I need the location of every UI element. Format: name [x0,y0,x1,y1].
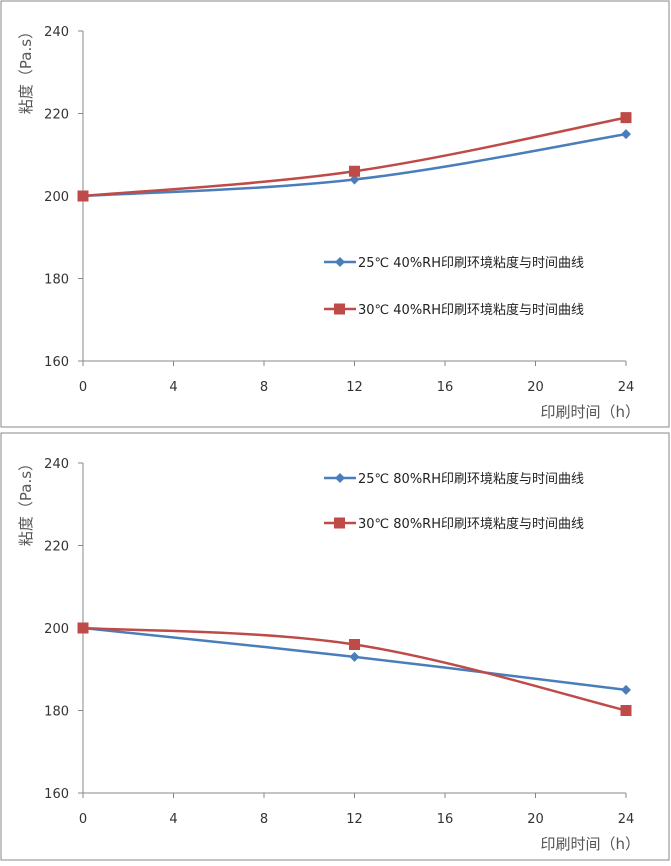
chart-frame [0,0,670,428]
x-tick-label: 24 [618,812,635,827]
y-tick-label: 160 [44,355,69,370]
data-point-square [349,639,360,650]
legend-marker-square [334,517,345,529]
data-point-diamond [349,651,360,662]
x-tick-label: 8 [260,812,268,827]
legend-label: 25℃ 80%RH印刷环境粘度与时间曲线 [358,471,584,487]
data-point-square [77,190,89,202]
y-tick-label: 240 [44,457,69,472]
x-tick-label: 16 [437,812,454,827]
data-point-square [77,622,89,634]
legend-label: 25℃ 40%RH印刷环境粘度与时间曲线 [358,255,584,271]
x-tick-label: 16 [437,380,454,395]
x-axis-label: 印刷时间（h） [540,835,640,853]
x-tick-label: 12 [346,380,363,395]
data-point-square [620,705,632,716]
y-tick-label: 200 [44,190,69,205]
y-tick-label: 220 [44,108,69,123]
chart-2: 160 180 200 220 240 0 4 8 12 16 20 24 印刷时间（h） 粘度（Pa.s… [0,432,670,861]
legend-label: 30℃ 80%RH印刷环境粘度与时间曲线 [358,516,584,532]
x-tick-label: 8 [260,380,268,395]
x-tick-label: 20 [527,812,544,827]
y-axis-label: 粘度（Pa.s） [17,456,35,546]
y-tick-label: 180 [44,705,69,720]
y-tick-label: 200 [44,622,69,637]
y-tick-label: 180 [44,273,69,288]
y-tick-label: 240 [44,25,69,40]
legend-label: 30℃ 40%RH印刷环境粘度与时间曲线 [358,302,584,318]
data-point-diamond [349,174,360,185]
x-tick-label: 0 [79,812,87,827]
legend-marker-diamond [335,257,345,267]
y-tick-label: 220 [44,540,69,555]
data-point-square [349,165,360,177]
x-tick-label: 20 [527,380,544,395]
y-axis-label: 粘度（Pa.s） [17,24,35,114]
legend-marker-diamond [335,473,345,483]
chart-frame [0,432,670,861]
x-tick-label: 12 [346,812,363,827]
y-tick-label: 160 [44,787,69,802]
data-point-diamond [621,129,631,140]
x-tick-label: 4 [169,812,177,827]
legend-marker-square [334,303,345,315]
data-point-square [620,112,632,124]
x-tick-label: 0 [79,380,87,395]
x-tick-label: 24 [618,380,635,395]
x-axis-label: 印刷时间（h） [540,403,640,421]
data-point-diamond [621,684,631,695]
x-tick-label: 4 [169,380,177,395]
chart-1: 160 180 200 220 240 0 4 8 12 16 20 24 印刷时间（h） 粘度（Pa.s… [0,0,670,428]
